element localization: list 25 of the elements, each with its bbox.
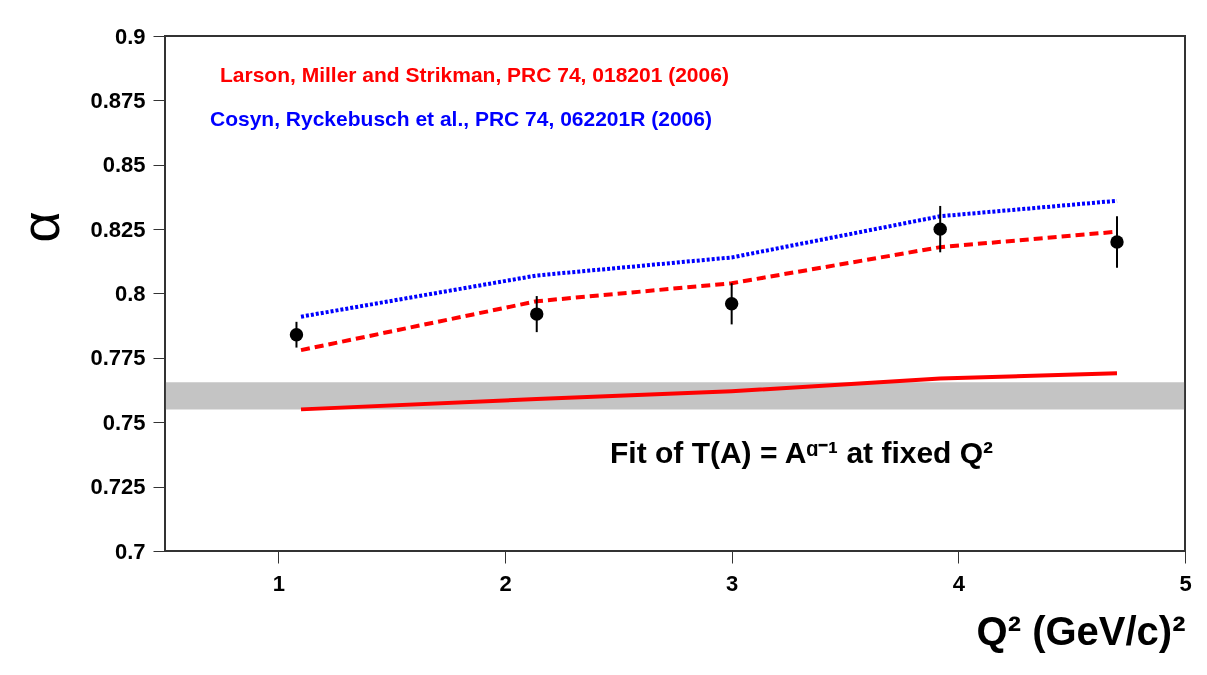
x-tick-label: 1 <box>272 570 285 596</box>
x-tick-label: 3 <box>726 570 739 596</box>
y-tick-label: 0.7 <box>114 538 146 564</box>
text: Larson, Miller and Strikman, PRC 74, 018201 (2006) <box>220 63 729 86</box>
point <box>724 297 739 311</box>
line-series <box>299 371 1119 412</box>
y-tick-label: 0.9 <box>114 23 146 49</box>
point <box>1110 235 1124 249</box>
point <box>289 328 304 342</box>
x-tick-label: 2 <box>499 570 512 596</box>
y-tick-label: 0.75 <box>102 409 146 435</box>
annotation: Fit of T(A) = Aᵅ⁻¹ at fixed Q² <box>610 436 994 469</box>
point <box>530 307 544 321</box>
y-tick-label: 0.775 <box>90 345 146 371</box>
y-tick-label: 0.8 <box>114 281 146 306</box>
x-tick-label: 5 <box>1179 570 1192 596</box>
x-tick-label: 4 <box>952 570 966 596</box>
y-tick-label: 0.875 <box>90 87 146 113</box>
x-axis-title: Q² (GeV/c)² <box>976 608 1186 653</box>
y-axis-title: α <box>10 211 71 243</box>
point <box>933 222 947 236</box>
y-tick-label: 0.85 <box>102 152 146 178</box>
y-tick-label: 0.825 <box>90 216 146 242</box>
text: Cosyn, Ryckebusch et al., PRC 74, 062201R (2006) <box>210 107 712 130</box>
y-tick-label: 0.725 <box>90 474 146 500</box>
